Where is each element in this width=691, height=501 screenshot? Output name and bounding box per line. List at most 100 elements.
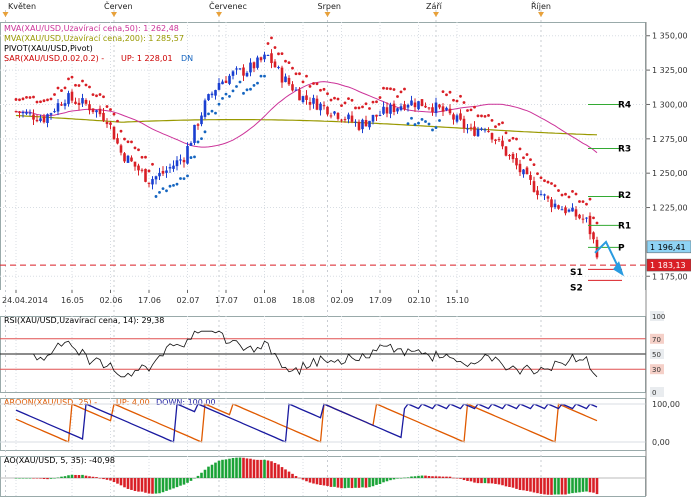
ao-bar — [105, 478, 109, 480]
ao-bar — [144, 478, 147, 493]
sar-dot — [112, 112, 116, 116]
candle-body — [322, 105, 326, 107]
sar-dot — [284, 59, 287, 63]
sar-dot — [203, 130, 207, 134]
ao-bar — [63, 476, 67, 478]
sar-dot — [539, 176, 543, 180]
sar-dot — [70, 75, 74, 79]
candle-body — [574, 209, 578, 217]
candle-body — [249, 62, 252, 73]
ao-bar — [532, 478, 536, 493]
candle-body — [315, 98, 319, 110]
ao-bar — [235, 457, 238, 478]
x-tick-label: 15.10 — [446, 296, 469, 305]
candle-body — [452, 114, 455, 120]
ao-bar — [399, 478, 403, 479]
candle-body — [329, 115, 333, 117]
candle-body — [245, 72, 249, 77]
ao-bar — [483, 478, 487, 484]
ao-bar — [109, 478, 112, 481]
sar-dot — [126, 140, 130, 144]
candle-body — [133, 161, 137, 167]
sar-dot — [161, 187, 165, 191]
sar-dot — [417, 121, 420, 125]
candle-body — [182, 159, 186, 163]
sar-dot — [46, 98, 49, 102]
candle-body — [417, 101, 420, 110]
ao-bar — [501, 478, 504, 486]
ao-bar — [333, 478, 336, 487]
y-tick-label: 1 300,00 — [652, 100, 688, 109]
ao-bar — [291, 473, 294, 478]
sar-dot — [399, 90, 403, 94]
ao-bar — [266, 460, 270, 478]
sar-dot — [28, 96, 32, 99]
candle-body — [567, 209, 571, 212]
ao-bar — [74, 474, 77, 478]
candle-body — [434, 102, 438, 113]
candle-body — [543, 194, 546, 196]
ao-bar — [280, 467, 284, 478]
candle-body — [231, 71, 235, 76]
candle-body — [308, 102, 312, 105]
candle-body — [42, 116, 46, 123]
candle-body — [140, 169, 144, 171]
ao-bar — [189, 478, 193, 481]
ao-bar — [354, 478, 357, 488]
sar-dot — [259, 74, 263, 78]
candle-body — [56, 103, 60, 112]
rsi-tick-label: 50 — [652, 351, 661, 359]
candle-body — [273, 61, 277, 68]
candle-body — [95, 110, 98, 113]
candle-body — [256, 57, 259, 68]
candle-body — [525, 167, 529, 175]
sar-dot — [431, 128, 434, 132]
ao-bar — [564, 478, 567, 495]
ao-bar — [511, 478, 515, 488]
ao-bar — [329, 478, 333, 487]
candle-body — [455, 115, 459, 122]
candle-body — [130, 157, 133, 162]
ao-bar — [161, 478, 165, 493]
candle-body — [343, 119, 347, 121]
sar-dot — [298, 72, 301, 76]
ao-bar — [112, 478, 116, 483]
candle-body — [126, 155, 130, 163]
ao-bar — [158, 478, 161, 494]
month-marker-flag — [433, 12, 439, 17]
ao-bar — [140, 478, 144, 492]
sar-dot — [501, 121, 504, 125]
aroon-tick-label: 100,00 — [652, 400, 680, 409]
sar-dot — [214, 111, 217, 115]
sar-dot — [473, 105, 476, 109]
ao-bar — [574, 478, 578, 493]
sar-dot — [469, 108, 473, 112]
ao-bar — [546, 478, 550, 495]
candle-body — [581, 218, 585, 220]
ao-bar — [172, 478, 175, 489]
ao-bar — [539, 478, 543, 494]
sar-dot — [98, 93, 102, 96]
ao-bar — [168, 478, 172, 490]
ao-bar — [312, 478, 315, 484]
ao-bar — [315, 478, 319, 485]
candle-body — [32, 114, 35, 120]
sar-dot — [567, 195, 571, 199]
rsi-tick-bg — [650, 333, 664, 344]
legend-sar-dn: DN — [181, 54, 193, 63]
candle-body — [480, 128, 483, 130]
sar-dot — [571, 189, 574, 193]
sar-dot — [74, 83, 77, 87]
panel-frame-1 — [0, 22, 646, 291]
candle-body — [147, 182, 151, 184]
candle-body — [18, 111, 21, 113]
sar-dot — [266, 42, 270, 45]
sar-dot — [189, 156, 193, 159]
pivot-label: S2 — [570, 283, 583, 293]
ao-bar — [347, 478, 350, 488]
ao-bar — [529, 478, 532, 492]
ao-bar — [133, 478, 137, 492]
sar-dot — [123, 137, 126, 141]
ao-bar — [462, 478, 466, 481]
